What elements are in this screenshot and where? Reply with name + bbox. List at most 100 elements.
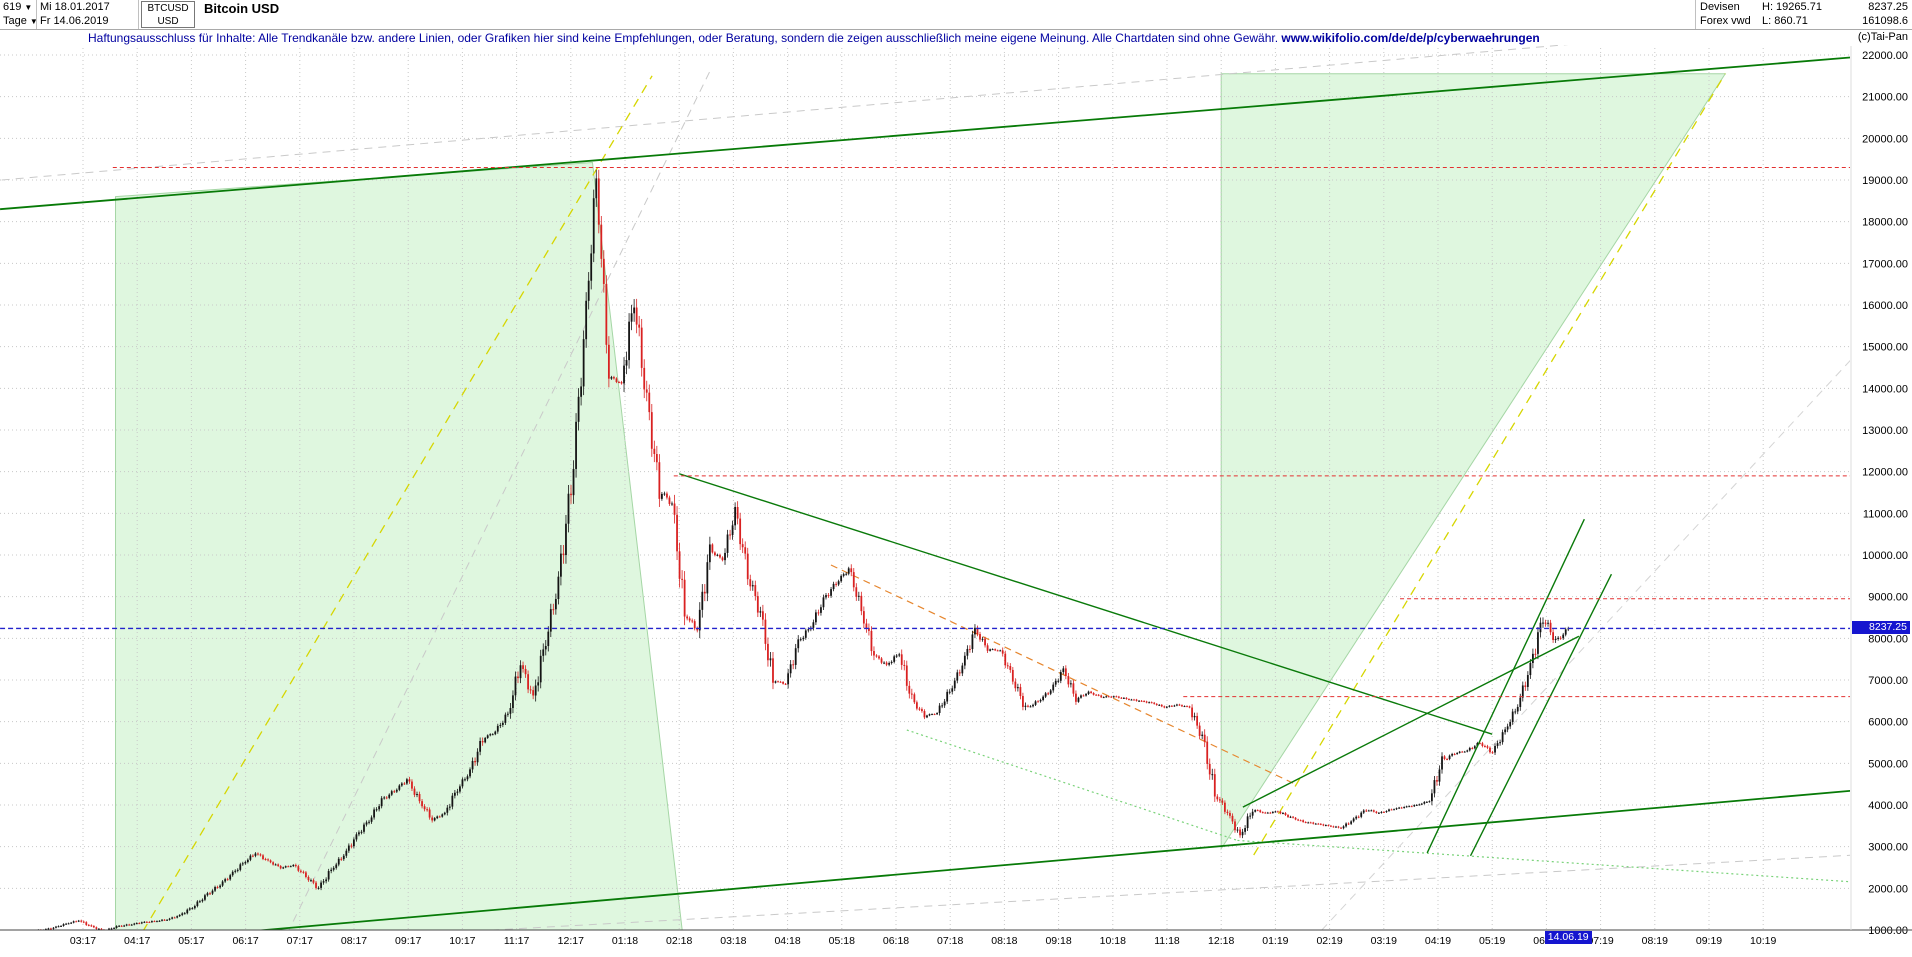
svg-text:01:18: 01:18	[612, 935, 638, 947]
yellow-trend-2017	[142, 75, 653, 930]
svg-text:03:18: 03:18	[720, 935, 746, 947]
bars-count-dropdown[interactable]: 619 ▼	[3, 1, 32, 13]
svg-text:2000.00: 2000.00	[1868, 883, 1908, 895]
green-steep-up-1	[1426, 518, 1585, 854]
svg-text:07:18: 07:18	[937, 935, 963, 947]
svg-text:14000.00: 14000.00	[1862, 383, 1908, 395]
svg-text:17000.00: 17000.00	[1862, 258, 1908, 270]
svg-text:04:17: 04:17	[124, 935, 150, 947]
feed-label: Forex vwd	[1700, 15, 1751, 27]
svg-text:03:17: 03:17	[70, 935, 96, 947]
svg-text:15000.00: 15000.00	[1862, 342, 1908, 354]
svg-text:02:18: 02:18	[666, 935, 692, 947]
disclaimer-link: www.wikifolio.com/de/de/p/cyberwaehrunge…	[1281, 31, 1540, 45]
svg-text:18000.00: 18000.00	[1862, 217, 1908, 229]
svg-text:06:18: 06:18	[883, 935, 909, 947]
green-steep-up-2	[1469, 573, 1613, 857]
rising-channel-2019	[1220, 73, 1727, 851]
svg-text:07:19: 07:19	[1587, 935, 1613, 947]
period-dropdown[interactable]: Tage ▼	[3, 15, 38, 27]
svg-text:16000.00: 16000.00	[1862, 300, 1908, 312]
svg-text:12000.00: 12000.00	[1862, 467, 1908, 479]
svg-text:08:18: 08:18	[991, 935, 1017, 947]
svg-text:1000.00: 1000.00	[1868, 925, 1908, 937]
copyright: (c)Tai-Pan	[1857, 31, 1908, 43]
svg-text:3000.00: 3000.00	[1868, 842, 1908, 854]
svg-text:21000.00: 21000.00	[1862, 92, 1908, 104]
svg-text:08:19: 08:19	[1642, 935, 1668, 947]
gray-steep-2019	[1321, 360, 1850, 930]
green-upper-channel	[0, 56, 1850, 211]
market-label: Devisen	[1700, 1, 1740, 13]
svg-text:7000.00: 7000.00	[1868, 675, 1908, 687]
divider	[1695, 0, 1696, 29]
yellow-trend-2019	[1253, 73, 1726, 856]
symbol-code: BTCUSD	[147, 3, 189, 14]
svg-text:11000.00: 11000.00	[1863, 508, 1908, 520]
overlay-lines-front	[0, 56, 1850, 930]
period-low-value: L: 860.71	[1762, 15, 1808, 27]
svg-text:10:19: 10:19	[1750, 935, 1776, 947]
symbol-box[interactable]: BTCUSD USD	[141, 1, 195, 28]
gray-channel-upper	[1, 45, 1569, 181]
svg-text:4000.00: 4000.00	[1868, 800, 1908, 812]
svg-text:12:18: 12:18	[1208, 935, 1234, 947]
svg-text:08:17: 08:17	[341, 935, 367, 947]
gridlines	[0, 48, 1850, 931]
candles	[37, 169, 1570, 930]
divider	[138, 0, 139, 29]
svg-text:05:19: 05:19	[1479, 935, 1505, 947]
svg-text:09:17: 09:17	[395, 935, 421, 947]
svg-text:10:18: 10:18	[1100, 935, 1126, 947]
axis-labels: 1000.00 2000.00 3000.00 4000.00 5000.00 6000.…	[0, 46, 1912, 947]
svg-text:04:18: 04:18	[774, 935, 800, 947]
last-price-value: 8237.25	[1868, 1, 1908, 13]
svg-text:9000.00: 9000.00	[1868, 592, 1908, 604]
period-high-value: H: 19265.71	[1762, 1, 1822, 13]
divider	[36, 0, 37, 29]
period-value: Tage	[3, 15, 27, 27]
toolbar: 619 ▼ Mi 18.01.2017 Tage ▼ Fr 14.06.2019 B…	[0, 0, 1912, 30]
svg-text:10000.00: 10000.00	[1862, 550, 1908, 562]
svg-text:03:19: 03:19	[1371, 935, 1397, 947]
svg-text:22000.00: 22000.00	[1862, 50, 1908, 62]
svg-text:11:17: 11:17	[504, 935, 530, 947]
volume-value: 161098.6	[1862, 15, 1908, 27]
svg-text:5000.00: 5000.00	[1868, 758, 1908, 770]
last-date-axis-marker: 14.06.19	[1544, 931, 1592, 944]
svg-text:20000.00: 20000.00	[1862, 133, 1908, 145]
disclaimer: Haftungsausschluss für Inhalte: Alle Tre…	[88, 31, 1648, 45]
svg-text:09:19: 09:19	[1696, 935, 1722, 947]
svg-text:13000.00: 13000.00	[1862, 425, 1908, 437]
start-date-field[interactable]: Mi 18.01.2017	[40, 1, 110, 13]
svg-text:10:17: 10:17	[449, 935, 475, 947]
svg-text:11:18: 11:18	[1154, 935, 1180, 947]
chevron-down-icon: ▼	[29, 17, 38, 26]
gray-channel-lower	[484, 854, 1850, 930]
ltgreen-dotted-bottom	[1237, 839, 1850, 883]
svg-text:6000.00: 6000.00	[1868, 717, 1908, 729]
svg-text:07:17: 07:17	[287, 935, 313, 947]
svg-text:8000.00: 8000.00	[1868, 633, 1908, 645]
ltgreen-dotted-down	[906, 729, 1238, 841]
last-price-axis-marker: 8237.25	[1852, 621, 1910, 635]
orange-resistance-2018	[830, 564, 1298, 786]
svg-text:19000.00: 19000.00	[1862, 175, 1908, 187]
overlay-lines-back	[1, 45, 1850, 930]
instrument-title: Bitcoin USD	[204, 1, 280, 16]
green-downtrend-2018	[678, 473, 1493, 735]
svg-text:09:18: 09:18	[1045, 935, 1071, 947]
svg-text:12:17: 12:17	[558, 935, 584, 947]
green-lower-support	[255, 789, 1850, 930]
end-date-field[interactable]: Fr 14.06.2019	[40, 15, 109, 27]
bars-count-value: 619	[3, 1, 22, 13]
disclaimer-text: Haftungsausschluss für Inhalte: Alle Tre…	[88, 31, 1279, 45]
svg-text:02:19: 02:19	[1316, 935, 1342, 947]
svg-text:01:19: 01:19	[1262, 935, 1288, 947]
symbol-currency: USD	[157, 16, 179, 27]
gray-steep-2017	[288, 67, 713, 930]
green-recovery-line	[1242, 635, 1580, 808]
svg-text:05:17: 05:17	[178, 935, 204, 947]
